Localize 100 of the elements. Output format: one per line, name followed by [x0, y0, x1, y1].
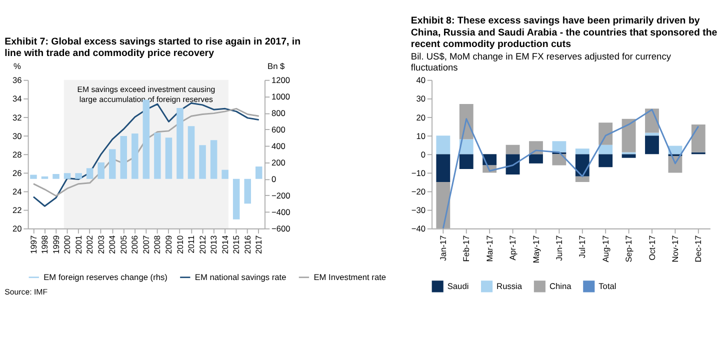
x-tick-label: 2016: [242, 234, 252, 254]
bar: [244, 178, 251, 204]
x-tick-label: 2010: [174, 234, 185, 254]
chart-title: Exhibit 7: Global excess savings started to rise again in 2017, in line with trade and commodity price recovery: [4, 36, 301, 60]
y-tick-label: 40: [416, 75, 426, 86]
y2-tick-label: 400: [271, 141, 286, 152]
bar: [222, 170, 228, 179]
x-tick-label: 2007: [140, 234, 151, 254]
y-tick-label: −40: [411, 224, 426, 234]
legend-label: Russia: [496, 281, 522, 292]
y-tick-label: −30: [411, 205, 426, 216]
bar: [64, 173, 71, 179]
x-tick-label: Oct-17: [646, 235, 657, 260]
bar: [165, 138, 172, 179]
y-tick-label: 34: [12, 94, 22, 104]
y-tick-label: 24: [12, 186, 22, 197]
bar: [436, 136, 450, 154]
y2-tick-label: 1000: [271, 92, 290, 102]
x-tick-label: Aug-17: [600, 234, 610, 262]
y-axis-title: %: [13, 61, 22, 72]
y-tick-label: 26: [12, 168, 22, 178]
x-tick-label: 2000: [62, 234, 72, 254]
y-tick-label: −10: [411, 168, 426, 178]
y2-tick-label: −600: [271, 224, 291, 234]
y-tick-label: 28: [12, 149, 22, 160]
y-tick-label: 36: [12, 75, 22, 86]
y2-tick-label: 1200: [271, 75, 290, 86]
bar: [598, 154, 613, 168]
x-tick-label: 1997: [28, 234, 38, 254]
bar: [52, 174, 60, 179]
bar: [75, 173, 82, 179]
bar: [188, 126, 195, 179]
bar: [529, 154, 543, 164]
bar: [645, 136, 659, 154]
y-tick-label: 22: [12, 205, 22, 216]
chart-subtitle: Bil. US$, MoM change in EM FX reserves adjusted for currency fluctuations: [410, 51, 672, 73]
x-tick-label: 2012: [197, 234, 208, 254]
y-tick-label: 30: [416, 94, 426, 104]
x-tick-label: 2005: [118, 234, 128, 254]
y2-tick-label: 800: [271, 108, 286, 118]
x-tick-label: 2013: [208, 234, 219, 254]
x-tick-label: 2001: [73, 234, 84, 254]
bar: [459, 154, 474, 169]
bar: [622, 154, 636, 158]
x-tick-label: 2006: [130, 234, 140, 254]
bar: [506, 144, 520, 154]
bar: [199, 145, 206, 179]
x-tick-label: Jan-17: [438, 235, 448, 261]
legend-label: EM national savings rate: [194, 272, 287, 282]
bar: [645, 132, 659, 136]
y2-tick-label: −200: [271, 190, 291, 201]
x-tick-label: Nov-17: [670, 235, 680, 262]
x-tick-label: Feb-17: [461, 234, 472, 262]
legend-label: EM Investment rate: [314, 272, 386, 282]
y-tick-label: −20: [411, 186, 426, 197]
bar: [210, 140, 218, 179]
x-tick-label: 1998: [40, 234, 50, 254]
x-tick-label: Dec-17: [693, 235, 704, 262]
legend-label: EM foreign reserves change (rhs): [44, 272, 168, 282]
bar: [552, 141, 566, 152]
x-tick-label: 2009: [164, 234, 174, 254]
y-tick-label: 20: [12, 224, 22, 234]
bar: [622, 118, 636, 152]
legend-label: China: [549, 281, 572, 292]
bar: [691, 124, 706, 152]
bar: [232, 178, 240, 220]
legend-label: Saudi: [447, 281, 469, 292]
bar: [436, 154, 450, 182]
x-tick-label: 2014: [220, 234, 230, 254]
y2-tick-label: 600: [271, 124, 286, 135]
x-tick-label: Sep-17: [624, 234, 634, 262]
bar: [255, 166, 262, 179]
bar: [120, 136, 128, 179]
x-tick-label: May-17: [530, 235, 541, 264]
x-tick-label: 1999: [50, 234, 61, 254]
x-tick-label: Apr-17: [508, 234, 518, 260]
bar: [176, 108, 184, 179]
y2-axis-title: Bn $: [268, 61, 286, 72]
x-tick-label: Jul-17: [577, 235, 588, 258]
bar: [41, 176, 48, 179]
bar: [108, 149, 116, 179]
x-tick-label: Mar-17: [484, 235, 494, 262]
y-tick-label: 0: [420, 149, 426, 160]
bar: [98, 162, 104, 179]
bar: [132, 134, 138, 179]
y2-tick-label: 200: [271, 158, 286, 168]
x-tick-label: 2002: [84, 234, 95, 254]
y2-tick-label: 0: [271, 174, 276, 184]
chart-title: Exhibit 8: These excess savings have been primarily driven by China, Russia and Saudi Arabia - the countries that sponsored the recent commodity production cuts: [410, 16, 718, 50]
legend-label: Total: [598, 281, 616, 292]
x-tick-label: 2015: [231, 234, 242, 254]
x-tick-label: 2017: [254, 234, 264, 254]
bar: [30, 174, 37, 179]
bar: [154, 132, 161, 179]
x-tick-label: Jun-17: [554, 235, 564, 261]
x-tick-label: 2004: [107, 234, 118, 254]
bar: [86, 168, 94, 179]
line-series: [442, 108, 700, 230]
y2-tick-label: −400: [271, 207, 291, 218]
x-tick-label: 2008: [152, 234, 162, 254]
